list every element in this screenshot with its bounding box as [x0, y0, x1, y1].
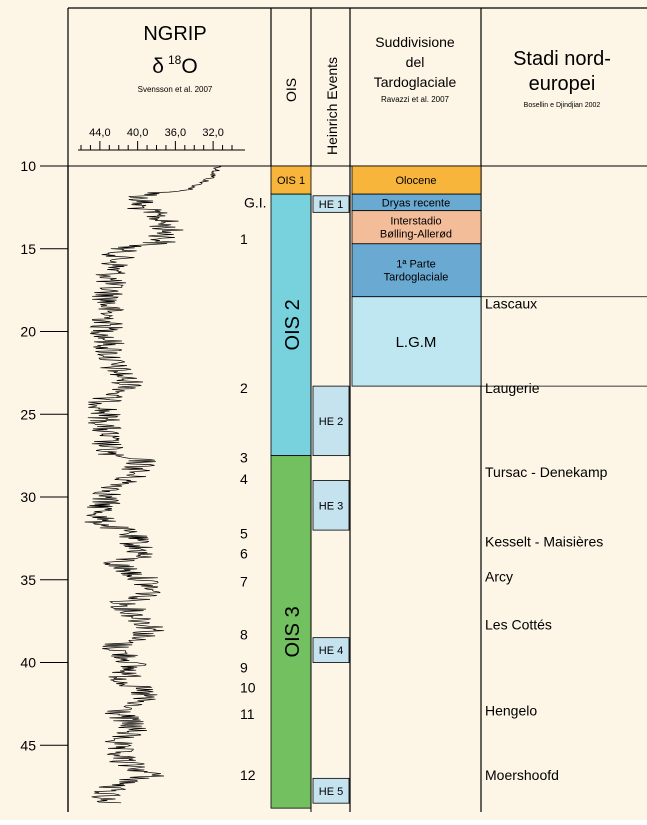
heinrich-event-box — [312, 385, 350, 457]
gi-label: 9 — [240, 659, 248, 675]
tardoglaciale-title-line3: Tardoglaciale — [374, 74, 457, 90]
stadio-label: Hengelo — [485, 702, 537, 718]
tardoglaciale-label: Dryas recente — [382, 197, 450, 209]
stadi-column: Lascaux Laugerie Tursac - Denekamp Kesselt … — [485, 295, 608, 783]
ois-bar — [270, 455, 312, 809]
tardoglaciale-box — [351, 165, 482, 195]
tardoglaciale-label: Tardoglaciale — [384, 272, 449, 284]
tardoglaciale-label: Bølling-Allerød — [380, 229, 452, 241]
tardoglaciale-box — [351, 296, 482, 387]
heinrich-event-box — [312, 480, 350, 531]
ois-column: OIS 1 OIS 2 OIS 3 — [270, 165, 312, 809]
ois-label: OIS 3 — [282, 606, 304, 657]
stadio-label: Moershoofd — [485, 767, 559, 783]
gi-label: 5 — [240, 525, 248, 541]
gi-label: 2 — [240, 380, 248, 396]
gi-label: 7 — [240, 573, 248, 589]
y-tick-label: 45 — [20, 737, 36, 753]
gi-header: G.I. — [244, 194, 267, 210]
ois-label: OIS 2 — [282, 299, 304, 350]
y-tick-label: 40 — [20, 655, 36, 671]
stadio-label: Lascaux — [485, 295, 537, 311]
ois-header: OIS — [283, 78, 299, 102]
y-tick-label: 10 — [20, 158, 36, 174]
stadi-title-line2: europei — [529, 73, 596, 95]
tardoglaciale-label: Interstadio — [390, 216, 441, 228]
ngrip-header: NGRIP δ 18O Svensson et al. 2007 — [138, 23, 213, 94]
ngrip-title: NGRIP — [143, 23, 206, 45]
stadi-credit: Bosellin e Djindjian 2002 — [524, 102, 601, 109]
gi-label: 12 — [240, 767, 256, 783]
gi-label: 6 — [240, 545, 248, 561]
tardoglaciale-title-line2: del — [406, 54, 425, 70]
gi-label: 10 — [240, 679, 256, 695]
stadi-title-line1: Stadi nord- — [513, 48, 611, 70]
y-tick-label: 25 — [20, 406, 36, 422]
gi-label: 8 — [240, 626, 248, 642]
tardoglaciale-label: Olocene — [396, 175, 437, 187]
ois-label: OIS 1 — [277, 175, 305, 187]
stadi-header: Stadi nord- europei Bosellin e Djindjian… — [513, 48, 611, 109]
y-tick-label: 35 — [20, 572, 36, 588]
tardoglaciale-label: 1ª Parte — [396, 259, 436, 271]
tardoglaciale-credit: Ravazzi et al. 2007 — [381, 95, 450, 104]
tardoglaciale-title-line1: Suddivisione — [375, 34, 455, 50]
tardoglaciale-column: Olocene Dryas recente InterstadioBølling-A… — [351, 165, 647, 387]
ngrip-delta18o-curve — [84, 165, 222, 804]
x-tick-label: 36,0 — [165, 127, 186, 139]
heinrich-events-column: HE 1 HE 2 HE 3 HE 4 HE 5 — [310, 194, 350, 812]
heinrich-event-label: HE 5 — [319, 786, 343, 798]
ngrip-x-axis: 44,0 40,0 36,0 32,0 — [78, 127, 245, 151]
heinrich-event-box — [312, 195, 350, 213]
gi-label: 3 — [240, 449, 248, 465]
heinrich-event-box — [312, 777, 350, 804]
heinrich-event-label: HE 4 — [319, 645, 343, 657]
stadio-label: Laugerie — [485, 380, 540, 396]
y-tick-label: 20 — [20, 324, 36, 340]
x-tick-label: 44,0 — [89, 127, 110, 139]
stadio-label: Kesselt - Maisières — [485, 534, 603, 550]
tardoglaciale-header: Suddivisione del Tardoglaciale Ravazzi e… — [374, 34, 457, 104]
heinrich-header: Heinrich Events — [324, 57, 340, 155]
y-tick-label: 30 — [20, 489, 36, 505]
stadio-label: Arcy — [485, 568, 513, 584]
heinrich-event-box — [312, 637, 350, 663]
gi-label: 11 — [240, 706, 255, 722]
gi-label: 4 — [240, 471, 248, 487]
x-tick-label: 40,0 — [127, 127, 148, 139]
stadio-label: Les Cottés — [485, 616, 552, 632]
y-tick-label: 15 — [20, 241, 36, 257]
gi-label: 1 — [240, 231, 248, 247]
ngrip-credit: Svensson et al. 2007 — [138, 85, 213, 94]
stadio-label: Tursac - Denekamp — [485, 464, 608, 480]
heinrich-event-label: HE 3 — [319, 500, 343, 512]
x-tick-label: 32,0 — [202, 127, 223, 139]
ngrip-delta18o: δ 18O — [152, 53, 197, 78]
tardoglaciale-label: L.G.M — [396, 334, 437, 351]
heinrich-event-label: HE 2 — [319, 416, 343, 428]
heinrich-event-label: HE 1 — [319, 199, 343, 211]
